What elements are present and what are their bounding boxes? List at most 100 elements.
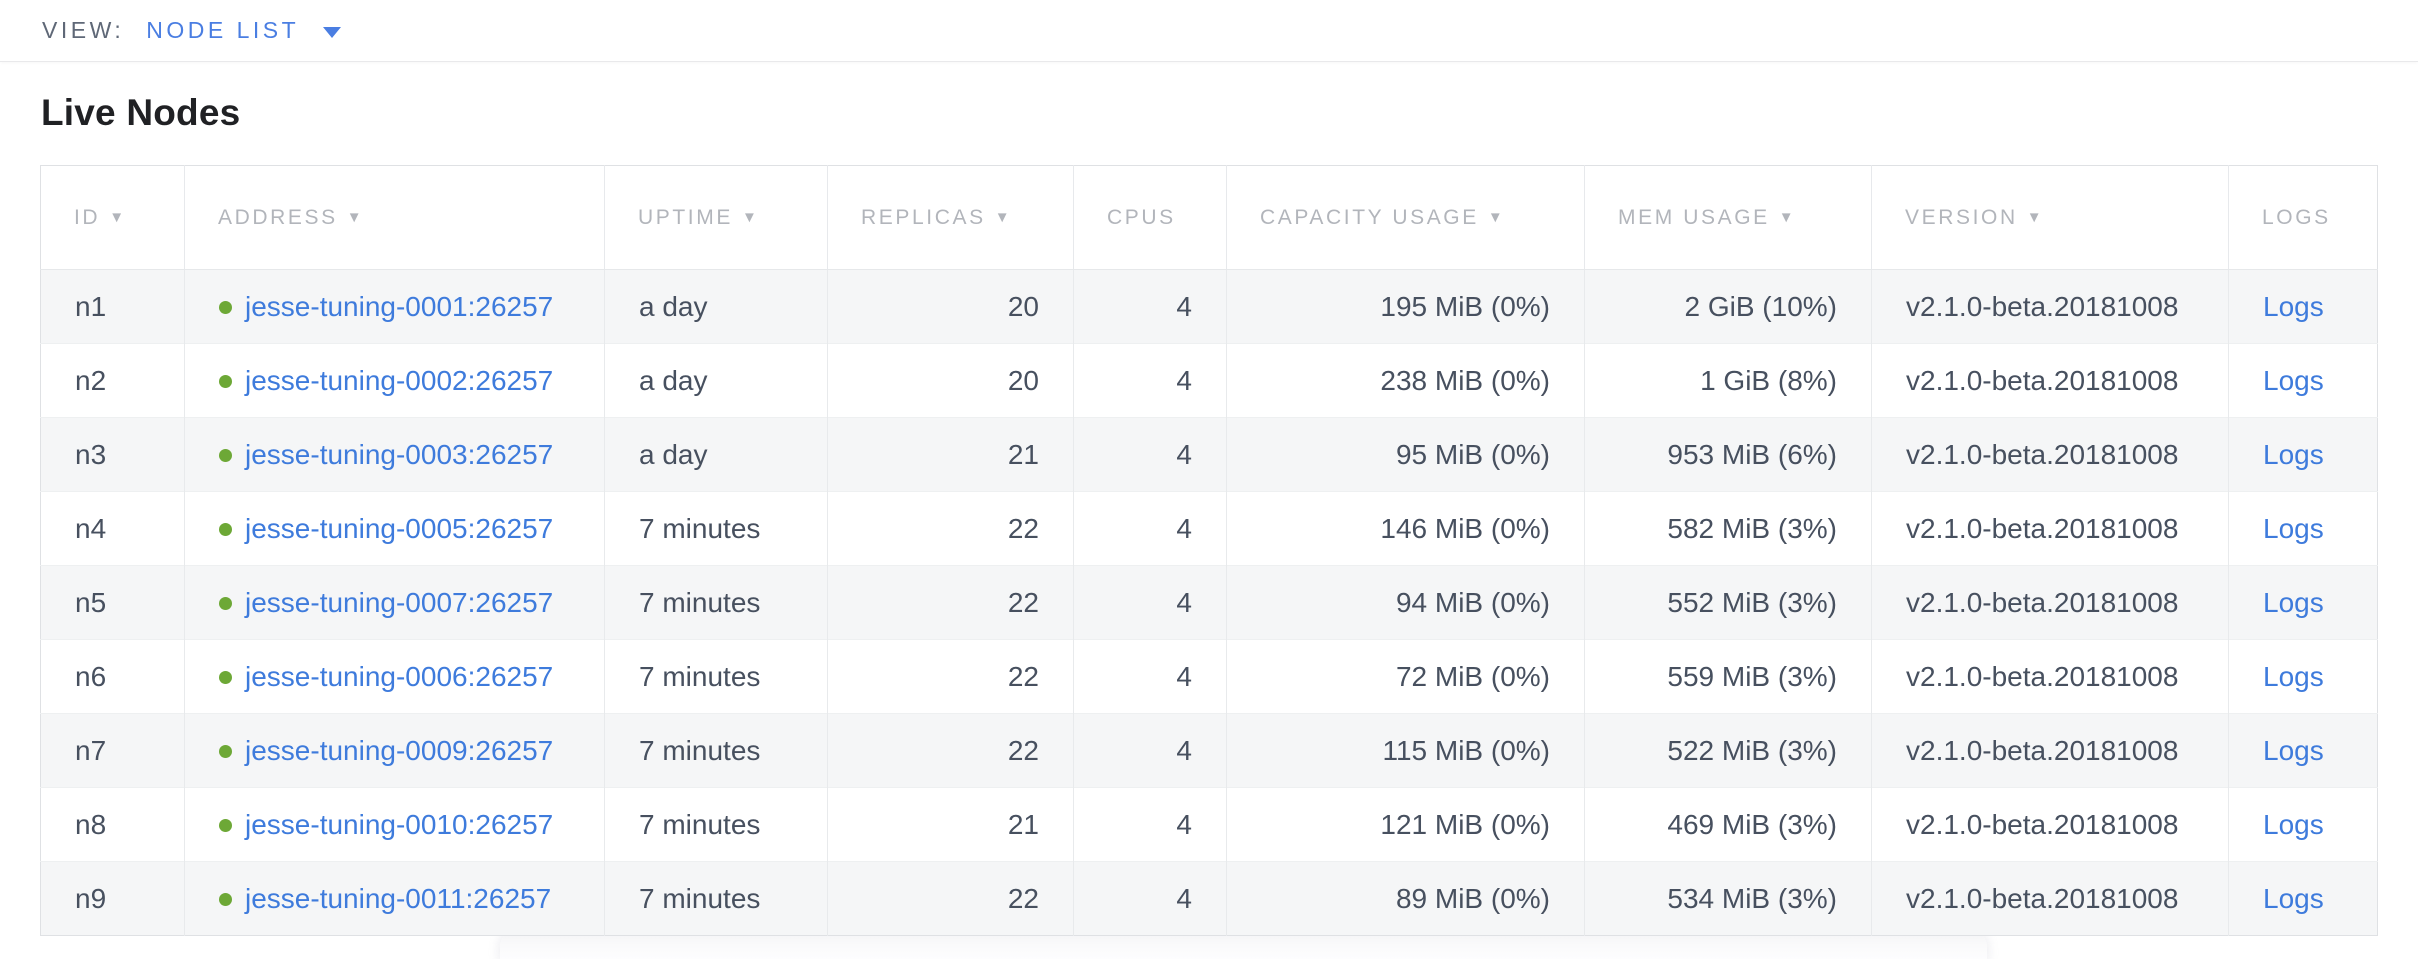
node-logs-link[interactable]: Logs: [2263, 364, 2324, 396]
cell-version: v2.1.0-beta.20181008: [1871, 639, 2229, 714]
cell-cpus: 4: [1073, 417, 1227, 492]
column-header-label: ADDRESS: [218, 205, 338, 229]
sort-desc-icon: ▼: [994, 208, 1013, 226]
node-logs-link[interactable]: Logs: [2263, 734, 2324, 766]
table-row-n7: n7 jesse-tuning-0009:26257 7 minutes 22 4 115…: [40, 713, 2378, 788]
node-live-status-icon: [219, 596, 232, 610]
column-header-capacity[interactable]: CAPACITY USAGE ▼: [1226, 165, 1585, 270]
cell-mem: 534 MiB (3%): [1584, 861, 1872, 936]
node-address-link[interactable]: jesse-tuning-0006:26257: [245, 660, 554, 692]
column-header-uptime[interactable]: UPTIME ▼: [604, 165, 828, 270]
node-address-link[interactable]: jesse-tuning-0001:26257: [245, 290, 554, 322]
node-live-status-icon: [219, 744, 232, 758]
cell-version: v2.1.0-beta.20181008: [1871, 491, 2229, 566]
node-live-status-icon: [219, 892, 232, 906]
cell-id: n9: [40, 861, 185, 936]
live-nodes-table-container: ID ▼ ADDRESS ▼ UPTIME ▼ REPLICAS ▼ CPUS CAPACITY …: [40, 165, 2418, 936]
cell-replicas: 20: [827, 343, 1074, 418]
cell-logs: Logs: [2228, 565, 2378, 640]
cell-logs: Logs: [2228, 787, 2378, 862]
table-row-n5: n5 jesse-tuning-0007:26257 7 minutes 22 4 94 …: [40, 565, 2378, 640]
node-address-link[interactable]: jesse-tuning-0011:26257: [245, 882, 552, 914]
table-header-row: ID ▼ ADDRESS ▼ UPTIME ▼ REPLICAS ▼ CPUS CAPACITY …: [40, 165, 2378, 270]
node-address-link[interactable]: jesse-tuning-0010:26257: [245, 808, 554, 840]
cell-replicas: 22: [827, 639, 1074, 714]
cell-id: n1: [40, 269, 185, 344]
table-row-n3: n3 jesse-tuning-0003:26257 a day 21 4 95 MiB …: [40, 417, 2378, 492]
column-header-version[interactable]: VERSION ▼: [1871, 165, 2229, 270]
cell-version: v2.1.0-beta.20181008: [1871, 269, 2229, 344]
cell-cpus: 4: [1073, 861, 1227, 936]
cell-logs: Logs: [2228, 417, 2378, 492]
node-logs-link[interactable]: Logs: [2263, 290, 2324, 322]
node-address-link[interactable]: jesse-tuning-0003:26257: [245, 438, 554, 470]
node-live-status-icon: [219, 522, 232, 536]
node-address-link[interactable]: jesse-tuning-0007:26257: [245, 586, 554, 618]
cell-logs: Logs: [2228, 269, 2378, 344]
cell-address: jesse-tuning-0003:26257: [184, 417, 605, 492]
cell-cpus: 4: [1073, 565, 1227, 640]
column-header-id[interactable]: ID ▼: [40, 165, 185, 270]
node-address-link[interactable]: jesse-tuning-0009:26257: [245, 734, 554, 766]
node-logs-link[interactable]: Logs: [2263, 660, 2324, 692]
column-header-label: ID: [74, 205, 101, 229]
cell-mem: 469 MiB (3%): [1584, 787, 1872, 862]
cell-address: jesse-tuning-0007:26257: [184, 565, 605, 640]
cell-uptime: 7 minutes: [604, 491, 828, 566]
cell-capacity: 195 MiB (0%): [1226, 269, 1585, 344]
cell-version: v2.1.0-beta.20181008: [1871, 787, 2229, 862]
cell-capacity: 72 MiB (0%): [1226, 639, 1585, 714]
cell-capacity: 89 MiB (0%): [1226, 861, 1585, 936]
cell-address: jesse-tuning-0002:26257: [184, 343, 605, 418]
node-live-status-icon: [219, 300, 232, 314]
cell-replicas: 20: [827, 269, 1074, 344]
node-logs-link[interactable]: Logs: [2263, 438, 2324, 470]
view-label: VIEW:: [42, 17, 125, 43]
cell-capacity: 121 MiB (0%): [1226, 787, 1585, 862]
cell-version: v2.1.0-beta.20181008: [1871, 417, 2229, 492]
sort-desc-icon: ▼: [346, 208, 365, 226]
table-row-n4: n4 jesse-tuning-0005:26257 7 minutes 22 4 146…: [40, 491, 2378, 566]
node-logs-link[interactable]: Logs: [2263, 882, 2324, 914]
cell-capacity: 95 MiB (0%): [1226, 417, 1585, 492]
cell-logs: Logs: [2228, 343, 2378, 418]
cell-address: jesse-tuning-0001:26257: [184, 269, 605, 344]
column-header-address[interactable]: ADDRESS ▼: [184, 165, 605, 270]
cell-cpus: 4: [1073, 343, 1227, 418]
cell-logs: Logs: [2228, 491, 2378, 566]
column-header-label: REPLICAS: [861, 205, 986, 229]
view-dropdown-value[interactable]: NODE LIST: [146, 17, 300, 43]
cell-replicas: 22: [827, 565, 1074, 640]
cell-uptime: a day: [604, 417, 828, 492]
cell-id: n2: [40, 343, 185, 418]
sort-desc-icon: ▼: [109, 208, 127, 226]
sort-desc-icon: ▼: [741, 208, 760, 226]
cell-uptime: a day: [604, 269, 828, 344]
cell-version: v2.1.0-beta.20181008: [1871, 565, 2229, 640]
column-header-replicas[interactable]: REPLICAS ▼: [827, 165, 1074, 270]
node-logs-link[interactable]: Logs: [2263, 808, 2324, 840]
cell-capacity: 146 MiB (0%): [1226, 491, 1585, 566]
node-address-link[interactable]: jesse-tuning-0005:26257: [245, 512, 554, 544]
cell-uptime: 7 minutes: [604, 639, 828, 714]
cell-mem: 1 GiB (8%): [1584, 343, 1872, 418]
cell-address: jesse-tuning-0009:26257: [184, 713, 605, 788]
cell-logs: Logs: [2228, 861, 2378, 936]
cell-id: n5: [40, 565, 185, 640]
cell-mem: 552 MiB (3%): [1584, 565, 1872, 640]
cell-id: n6: [40, 639, 185, 714]
node-logs-link[interactable]: Logs: [2263, 586, 2324, 618]
view-dropdown[interactable]: NODE LIST: [146, 17, 342, 44]
cell-version: v2.1.0-beta.20181008: [1871, 861, 2229, 936]
column-header-label: LOGS: [2262, 205, 2331, 229]
cell-cpus: 4: [1073, 639, 1227, 714]
node-live-status-icon: [219, 374, 232, 388]
cell-uptime: 7 minutes: [604, 861, 828, 936]
node-address-link[interactable]: jesse-tuning-0002:26257: [245, 364, 554, 396]
column-header-logs: LOGS: [2228, 165, 2378, 270]
cell-mem: 953 MiB (6%): [1584, 417, 1872, 492]
table-row-n6: n6 jesse-tuning-0006:26257 7 minutes 22 4 72 …: [40, 639, 2378, 714]
node-logs-link[interactable]: Logs: [2263, 512, 2324, 544]
cell-address: jesse-tuning-0011:26257: [184, 861, 605, 936]
column-header-mem[interactable]: MEM USAGE ▼: [1584, 165, 1872, 270]
